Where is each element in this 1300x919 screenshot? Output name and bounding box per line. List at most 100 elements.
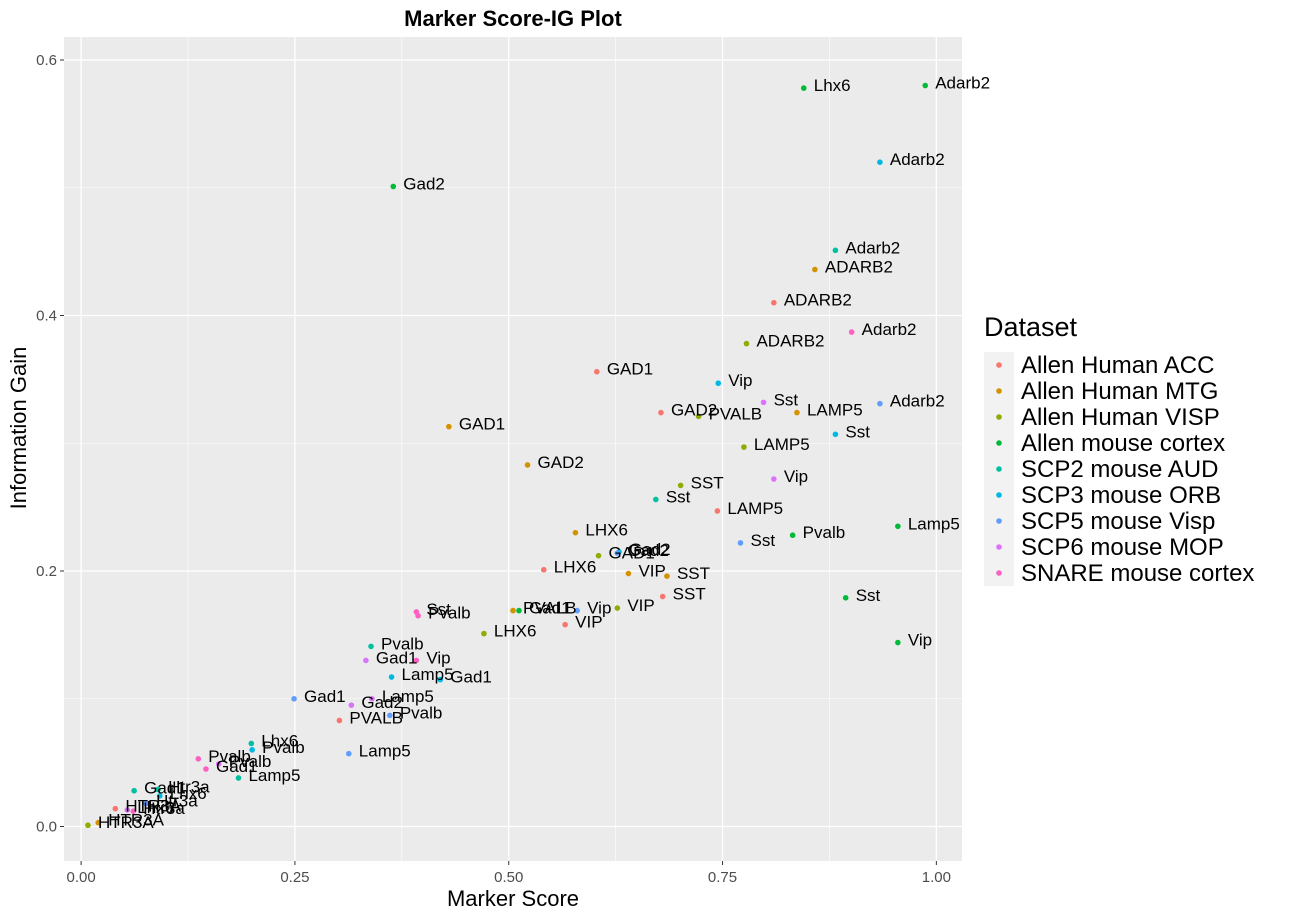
point-label: VIP <box>638 562 665 581</box>
data-point <box>363 657 369 664</box>
y-axis-label: Information Gain <box>6 347 31 510</box>
point-label: Vip <box>426 648 450 667</box>
point-label: Htr3a <box>168 777 210 796</box>
data-points <box>85 82 929 829</box>
data-point <box>446 423 452 430</box>
point-label: Gad1 <box>529 599 571 618</box>
data-point <box>248 740 255 747</box>
point-label: Gad2 <box>403 174 445 193</box>
point-label: Vip <box>587 599 611 618</box>
data-point <box>413 657 420 664</box>
point-label: Gad1 <box>304 687 346 706</box>
point-label: Sst <box>845 422 870 441</box>
data-point <box>388 674 395 680</box>
point-label: HTR3A <box>108 811 164 830</box>
data-point <box>95 819 102 826</box>
data-point <box>877 159 883 165</box>
data-point <box>741 444 747 450</box>
point-label: PVALB <box>523 599 577 618</box>
point-label: Sst <box>856 586 881 605</box>
data-point <box>832 431 839 438</box>
axis-ticks: 0.00 0.25 0.50 0.75 1.00 0.0 0.2 0.4 0.6 <box>36 52 951 886</box>
data-point <box>368 643 374 650</box>
point-label: Vip <box>784 467 808 486</box>
point-label: PVALB <box>349 708 403 727</box>
legend-entry: SCP6 mouse MOP <box>1021 534 1224 561</box>
point-label: LAMP5 <box>727 499 783 518</box>
legend-swatch <box>996 544 1002 550</box>
data-point <box>124 807 131 813</box>
data-point <box>131 787 137 794</box>
grid-lines <box>64 37 962 861</box>
legend-entry: SCP3 mouse ORB <box>1021 482 1221 509</box>
legend-title: Dataset <box>984 312 1078 342</box>
x-tick-label: 0.50 <box>494 869 523 886</box>
data-point <box>195 755 202 762</box>
legend-swatch <box>996 362 1002 368</box>
point-label: ADARB2 <box>784 291 852 310</box>
data-point <box>760 399 767 406</box>
point-label: Lamp5 <box>248 766 300 785</box>
data-point <box>85 822 91 829</box>
point-label: Adarb2 <box>890 392 945 411</box>
point-label: Vip <box>908 631 932 650</box>
data-point <box>895 523 901 530</box>
point-label: PVALB <box>709 404 763 423</box>
data-point <box>516 607 522 614</box>
y-tick-label: 0.0 <box>36 819 57 836</box>
point-label: Adarb2 <box>862 320 917 339</box>
data-point <box>562 621 568 628</box>
data-point <box>614 605 621 611</box>
x-tick-label: 0.75 <box>708 869 737 886</box>
data-point <box>572 529 579 536</box>
data-point <box>743 340 750 347</box>
legend-entry: Allen Human VISP <box>1021 404 1220 431</box>
point-label: GAD2 <box>538 453 584 472</box>
data-point <box>291 695 297 702</box>
point-label: LAMP5 <box>754 435 810 454</box>
legend-swatch <box>996 414 1002 420</box>
chart-title: Marker Score-IG Plot <box>404 6 622 31</box>
point-label: GAD2 <box>671 401 717 420</box>
legend-swatch <box>996 492 1002 498</box>
point-label: LAMP5 <box>807 401 863 420</box>
point-label: SST <box>677 564 710 583</box>
data-point <box>695 413 702 420</box>
data-point <box>800 85 807 91</box>
point-label: Gad1 <box>450 668 492 687</box>
data-point <box>895 639 901 646</box>
data-point <box>143 800 149 807</box>
point-label: LHX6 <box>494 622 537 641</box>
point-label: Lhx6 <box>170 784 207 803</box>
point-label: Gad2 <box>629 540 671 559</box>
data-point <box>714 508 721 514</box>
data-point <box>574 607 580 614</box>
data-point <box>794 409 800 416</box>
point-label: Lamp5 <box>359 742 411 761</box>
plot-panel <box>64 37 962 861</box>
legend-entry: SNARE mouse cortex <box>1021 560 1254 587</box>
data-point <box>415 612 421 619</box>
x-tick-label: 0.25 <box>280 869 309 886</box>
point-label: Gad1 <box>376 648 418 667</box>
legend-swatch <box>996 440 1002 446</box>
point-labels: ADARB2 GAD1 GAD2 LAMP5 LHX6 SST VIP PVALB HTR3A A… <box>98 74 990 833</box>
data-point <box>842 595 849 601</box>
data-point <box>664 573 670 579</box>
point-label: Lhx6 <box>261 731 298 750</box>
legend-swatch <box>996 466 1002 472</box>
point-label: Sst <box>666 487 691 506</box>
point-label: Pvalb <box>229 752 272 771</box>
data-point <box>594 368 600 375</box>
point-label: Gad2 <box>361 693 403 712</box>
data-point <box>877 400 883 407</box>
legend-entry: SCP2 mouse AUD <box>1021 456 1218 483</box>
point-label: SST <box>673 585 706 604</box>
point-label: Lamp5 <box>908 514 960 533</box>
point-label: Pvalb <box>262 738 305 757</box>
data-point <box>481 630 487 637</box>
x-axis-label: Marker Score <box>447 886 579 911</box>
point-label: Pvalb <box>428 604 471 623</box>
point-label: GAD1 <box>609 544 655 563</box>
